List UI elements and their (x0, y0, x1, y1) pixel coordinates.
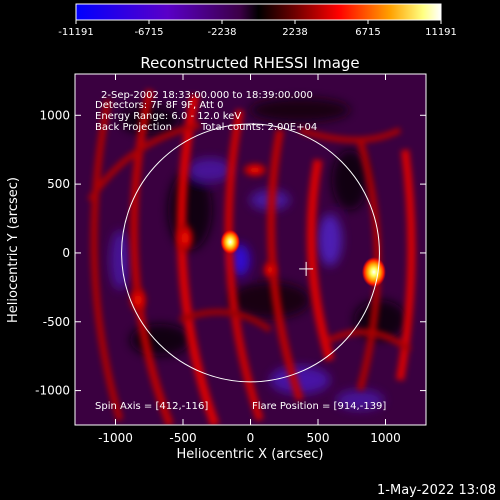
y-tick-label: -1000 (35, 384, 70, 398)
y-tick-label: -500 (43, 315, 70, 329)
annotation-block: 2-Sep-2002 18:33:00.000 to 18:39:00.000D… (95, 90, 317, 133)
x-tick-label: 500 (307, 431, 330, 445)
colorbar-tick-label: -2238 (207, 27, 236, 38)
colorbar-tick-label: 2238 (282, 27, 307, 38)
annotation-line: Back Projection (95, 122, 172, 133)
colorbar (75, 3, 442, 21)
flare-source-1 (220, 229, 241, 255)
x-tick-label: -1000 (98, 431, 133, 445)
flare-source-0 (361, 257, 386, 288)
chart-title: Reconstructed RHESSI Image (140, 54, 359, 72)
spin-axis-marker (299, 261, 314, 276)
heatmap-image (75, 74, 426, 425)
annotation-line: Total counts: 2.00E+04 (200, 122, 317, 133)
annotation-line: Detectors: 7F 8F 9F, Att 0 (95, 100, 223, 111)
flare-position-text: Flare Position = [914,-139] (252, 401, 386, 412)
colorbar-tick-label: 11191 (425, 27, 457, 38)
colorbar-tick-label: -6715 (134, 27, 163, 38)
x-axis: -1000 -500 0 500 1000 (98, 74, 401, 445)
x-tick-label: -500 (169, 431, 196, 445)
colorbar-ticks: -11191 -6715 -2238 2238 6715 11191 (58, 20, 457, 38)
colorbar-tick-label: 6715 (355, 27, 380, 38)
y-axis-label: Heliocentric Y (arcsec) (6, 177, 21, 323)
colorbar-tick-label: -11191 (58, 27, 93, 38)
y-tick-label: 500 (47, 177, 70, 191)
y-tick-label: 0 (62, 246, 70, 260)
timestamp: 1-May-2022 13:08 (377, 483, 496, 498)
annotation-line: Energy Range: 6.0 - 12.0 keV (95, 111, 241, 122)
x-tick-label: 0 (247, 431, 255, 445)
y-axis: 1000 500 0 -500 -1000 (35, 108, 426, 398)
x-axis-label: Heliocentric X (arcsec) (177, 447, 324, 462)
spin-axis-text: Spin Axis = [412,-116] (95, 401, 208, 412)
annotation-line: 2-Sep-2002 18:33:00.000 to 18:39:00.000 (101, 90, 313, 101)
solar-limb-circle (121, 123, 380, 383)
x-tick-label: 1000 (370, 431, 401, 445)
y-tick-label: 1000 (39, 108, 70, 122)
